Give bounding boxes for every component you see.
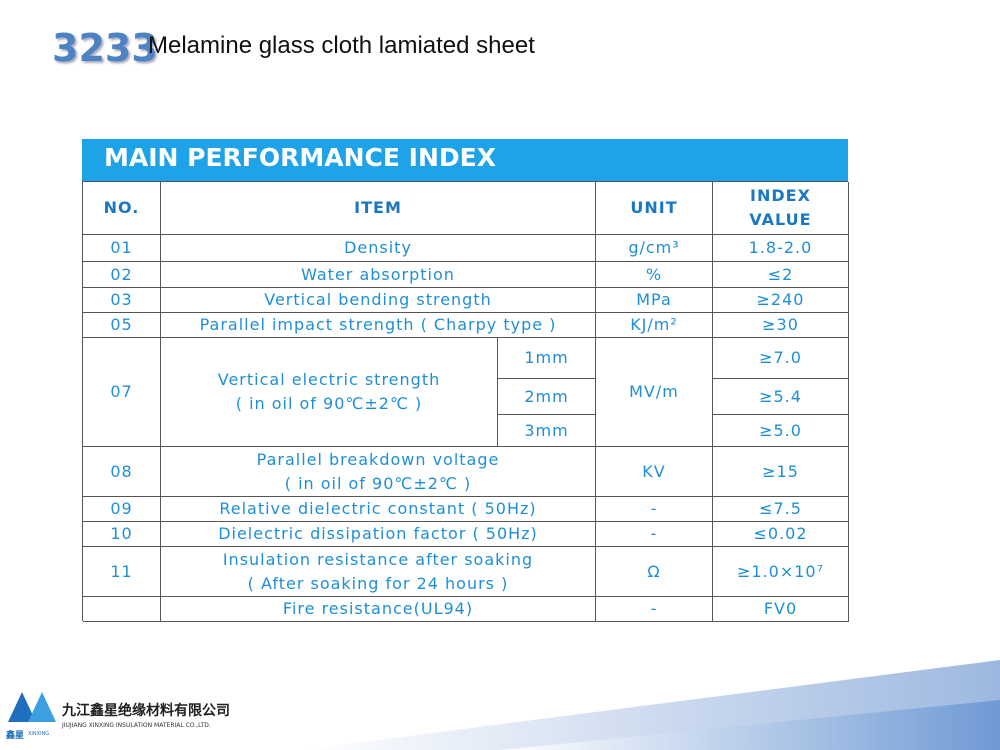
logo-sub: XINXING [28, 731, 50, 737]
row-number: 11 [83, 547, 161, 597]
value: FV0 [713, 597, 849, 622]
column-header: UNIT [596, 182, 713, 235]
row-number: 07 [83, 338, 161, 447]
unit: Ω [596, 547, 713, 597]
value: ≤7.5 [713, 497, 849, 522]
column-header: ITEM [161, 182, 596, 235]
value: ≥7.0 [713, 338, 849, 379]
value: ≥1.0×10⁷ [713, 547, 849, 597]
value: 1.8-2.0 [713, 235, 849, 262]
row-number: 08 [83, 447, 161, 497]
unit: KV [596, 447, 713, 497]
column-header: NO. [83, 182, 161, 235]
logo-mark [8, 692, 36, 722]
item: Vertical electric strength ( in oil of 9… [161, 338, 498, 447]
unit: g/cm³ [596, 235, 713, 262]
value: ≤2 [713, 262, 849, 288]
thickness: 3mm [498, 415, 596, 447]
value: ≤0.02 [713, 522, 849, 547]
value: ≥15 [713, 447, 849, 497]
row-number: 05 [83, 313, 161, 338]
thickness: 1mm [498, 338, 596, 379]
unit: - [596, 522, 713, 547]
value: ≥5.4 [713, 379, 849, 415]
item: Vertical bending strength [161, 288, 596, 313]
value: ≥5.0 [713, 415, 849, 447]
product-title: Melamine glass cloth lamiated sheet [148, 32, 535, 59]
company-name-en: JIUJIANG XINXING INSULATION MATERIAL CO.… [62, 722, 211, 729]
company-name: 九江鑫星绝缘材料有限公司 [62, 703, 230, 719]
item: Dielectric dissipation factor ( 50Hz) [161, 522, 596, 547]
row-number: 02 [83, 262, 161, 288]
item: Insulation resistance after soaking ( Af… [161, 547, 596, 597]
item: Water absorption [161, 262, 596, 288]
row-number: 09 [83, 497, 161, 522]
item: Parallel breakdown voltage ( in oil of 9… [161, 447, 596, 497]
unit: KJ/m² [596, 313, 713, 338]
table: NO. ITEM UNIT INDEX VALUE 01 Density g/cm³ 1.8-… [82, 181, 849, 622]
table-title: MAIN PERFORMANCE INDEX [104, 143, 496, 172]
thickness: 2mm [498, 379, 596, 415]
item: Relative dielectric constant ( 50Hz) [161, 497, 596, 522]
row-number: 03 [83, 288, 161, 313]
item: Density [161, 235, 596, 262]
column-header: INDEX VALUE [713, 182, 849, 235]
table-title-bar [82, 139, 848, 181]
wave [300, 660, 1000, 750]
item: Fire resistance(UL94) [161, 597, 596, 622]
unit: MV/m [596, 338, 713, 447]
logo-mark [28, 692, 56, 722]
row-number [83, 597, 161, 622]
logo-text: 鑫星 [6, 731, 25, 741]
unit: % [596, 262, 713, 288]
unit: MPa [596, 288, 713, 313]
item: Parallel impact strength ( Charpy type ) [161, 313, 596, 338]
row-number: 01 [83, 235, 161, 262]
value: ≥240 [713, 288, 849, 313]
product-number: 3233 [52, 26, 158, 70]
unit: - [596, 497, 713, 522]
wave [500, 700, 1000, 750]
value: ≥30 [713, 313, 849, 338]
row-number: 10 [83, 522, 161, 547]
unit: - [596, 597, 713, 622]
